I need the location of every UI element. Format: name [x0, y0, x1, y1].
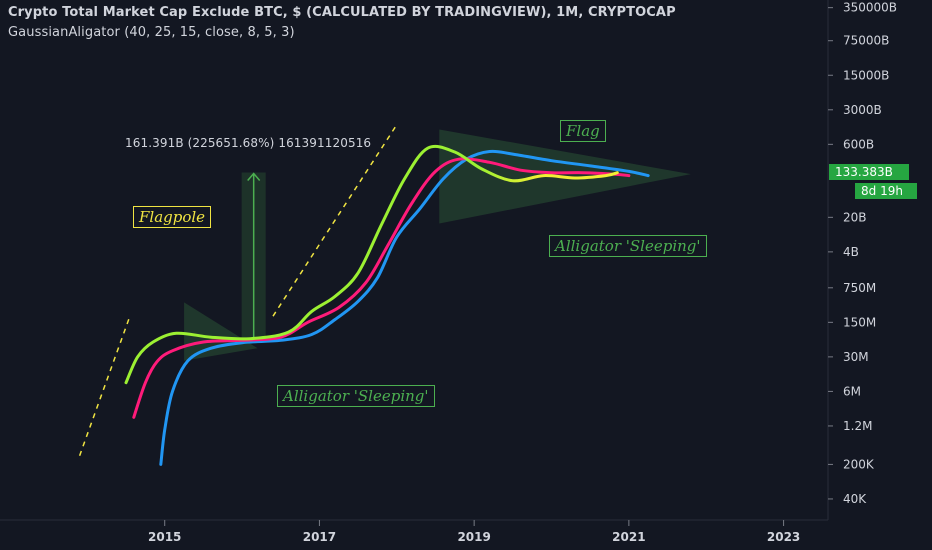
x-tick-label: 2017	[303, 530, 336, 544]
y-tick-label: 3000B	[843, 103, 882, 117]
y-tick-label: 30M	[843, 350, 869, 364]
chart-title: Crypto Total Market Cap Exclude BTC, $ (…	[8, 5, 676, 20]
last-price-tag: 133.383B	[829, 164, 909, 180]
y-tick-label: 200K	[843, 457, 875, 471]
measure-label: 161.391B (225651.68%) 161391120516	[125, 136, 372, 150]
y-tick-label: 75000B	[843, 34, 889, 48]
series-line-teeth	[132, 157, 631, 419]
series-line-lips	[124, 144, 619, 385]
alligator-lines	[124, 144, 650, 466]
alligator-sleeping-label-lower[interactable]: Alligator 'Sleeping'	[277, 385, 435, 407]
y-tick-label: 1.2M	[843, 419, 872, 433]
flag-label[interactable]: Flag	[560, 120, 606, 142]
alligator-sleeping-label-upper[interactable]: Alligator 'Sleeping'	[549, 235, 707, 257]
measure-arrow-head	[247, 172, 261, 182]
series-line-jaw	[159, 149, 650, 466]
flagpole-label[interactable]: Flagpole	[133, 206, 212, 228]
x-tick-label: 2023	[767, 530, 800, 544]
trend-line-0	[78, 315, 131, 456]
indicator-legend[interactable]: GaussianAligator (40, 25, 15, close, 8, …	[8, 25, 295, 40]
y-tick-label: 6M	[843, 384, 861, 398]
y-tick-label: 600B	[843, 137, 874, 151]
y-tick-label: 750M	[843, 281, 876, 295]
y-tick-label: 4B	[843, 245, 859, 259]
x-tick-label: 2021	[612, 530, 645, 544]
y-tick-label: 20B	[843, 210, 867, 224]
x-tick-label: 2019	[457, 530, 490, 544]
bar-countdown-tag: 8d 19h	[855, 183, 917, 199]
time-axis[interactable]: 2015 2017 2019 2021 2023	[148, 520, 800, 544]
flag-triangle-0	[184, 302, 258, 361]
y-tick-label: 40K	[843, 492, 867, 506]
y-tick-label: 350000B	[843, 1, 897, 15]
x-tick-label: 2015	[148, 530, 181, 544]
trend-line-1	[272, 124, 398, 317]
price-axis[interactable]: 350000B 75000B 15000B 3000B 600B 20B 4B 750M 150…	[828, 1, 897, 506]
y-tick-label: 150M	[843, 315, 876, 329]
y-tick-label: 15000B	[843, 68, 889, 82]
trend-lines	[78, 124, 398, 456]
measure-tool	[241, 172, 266, 339]
